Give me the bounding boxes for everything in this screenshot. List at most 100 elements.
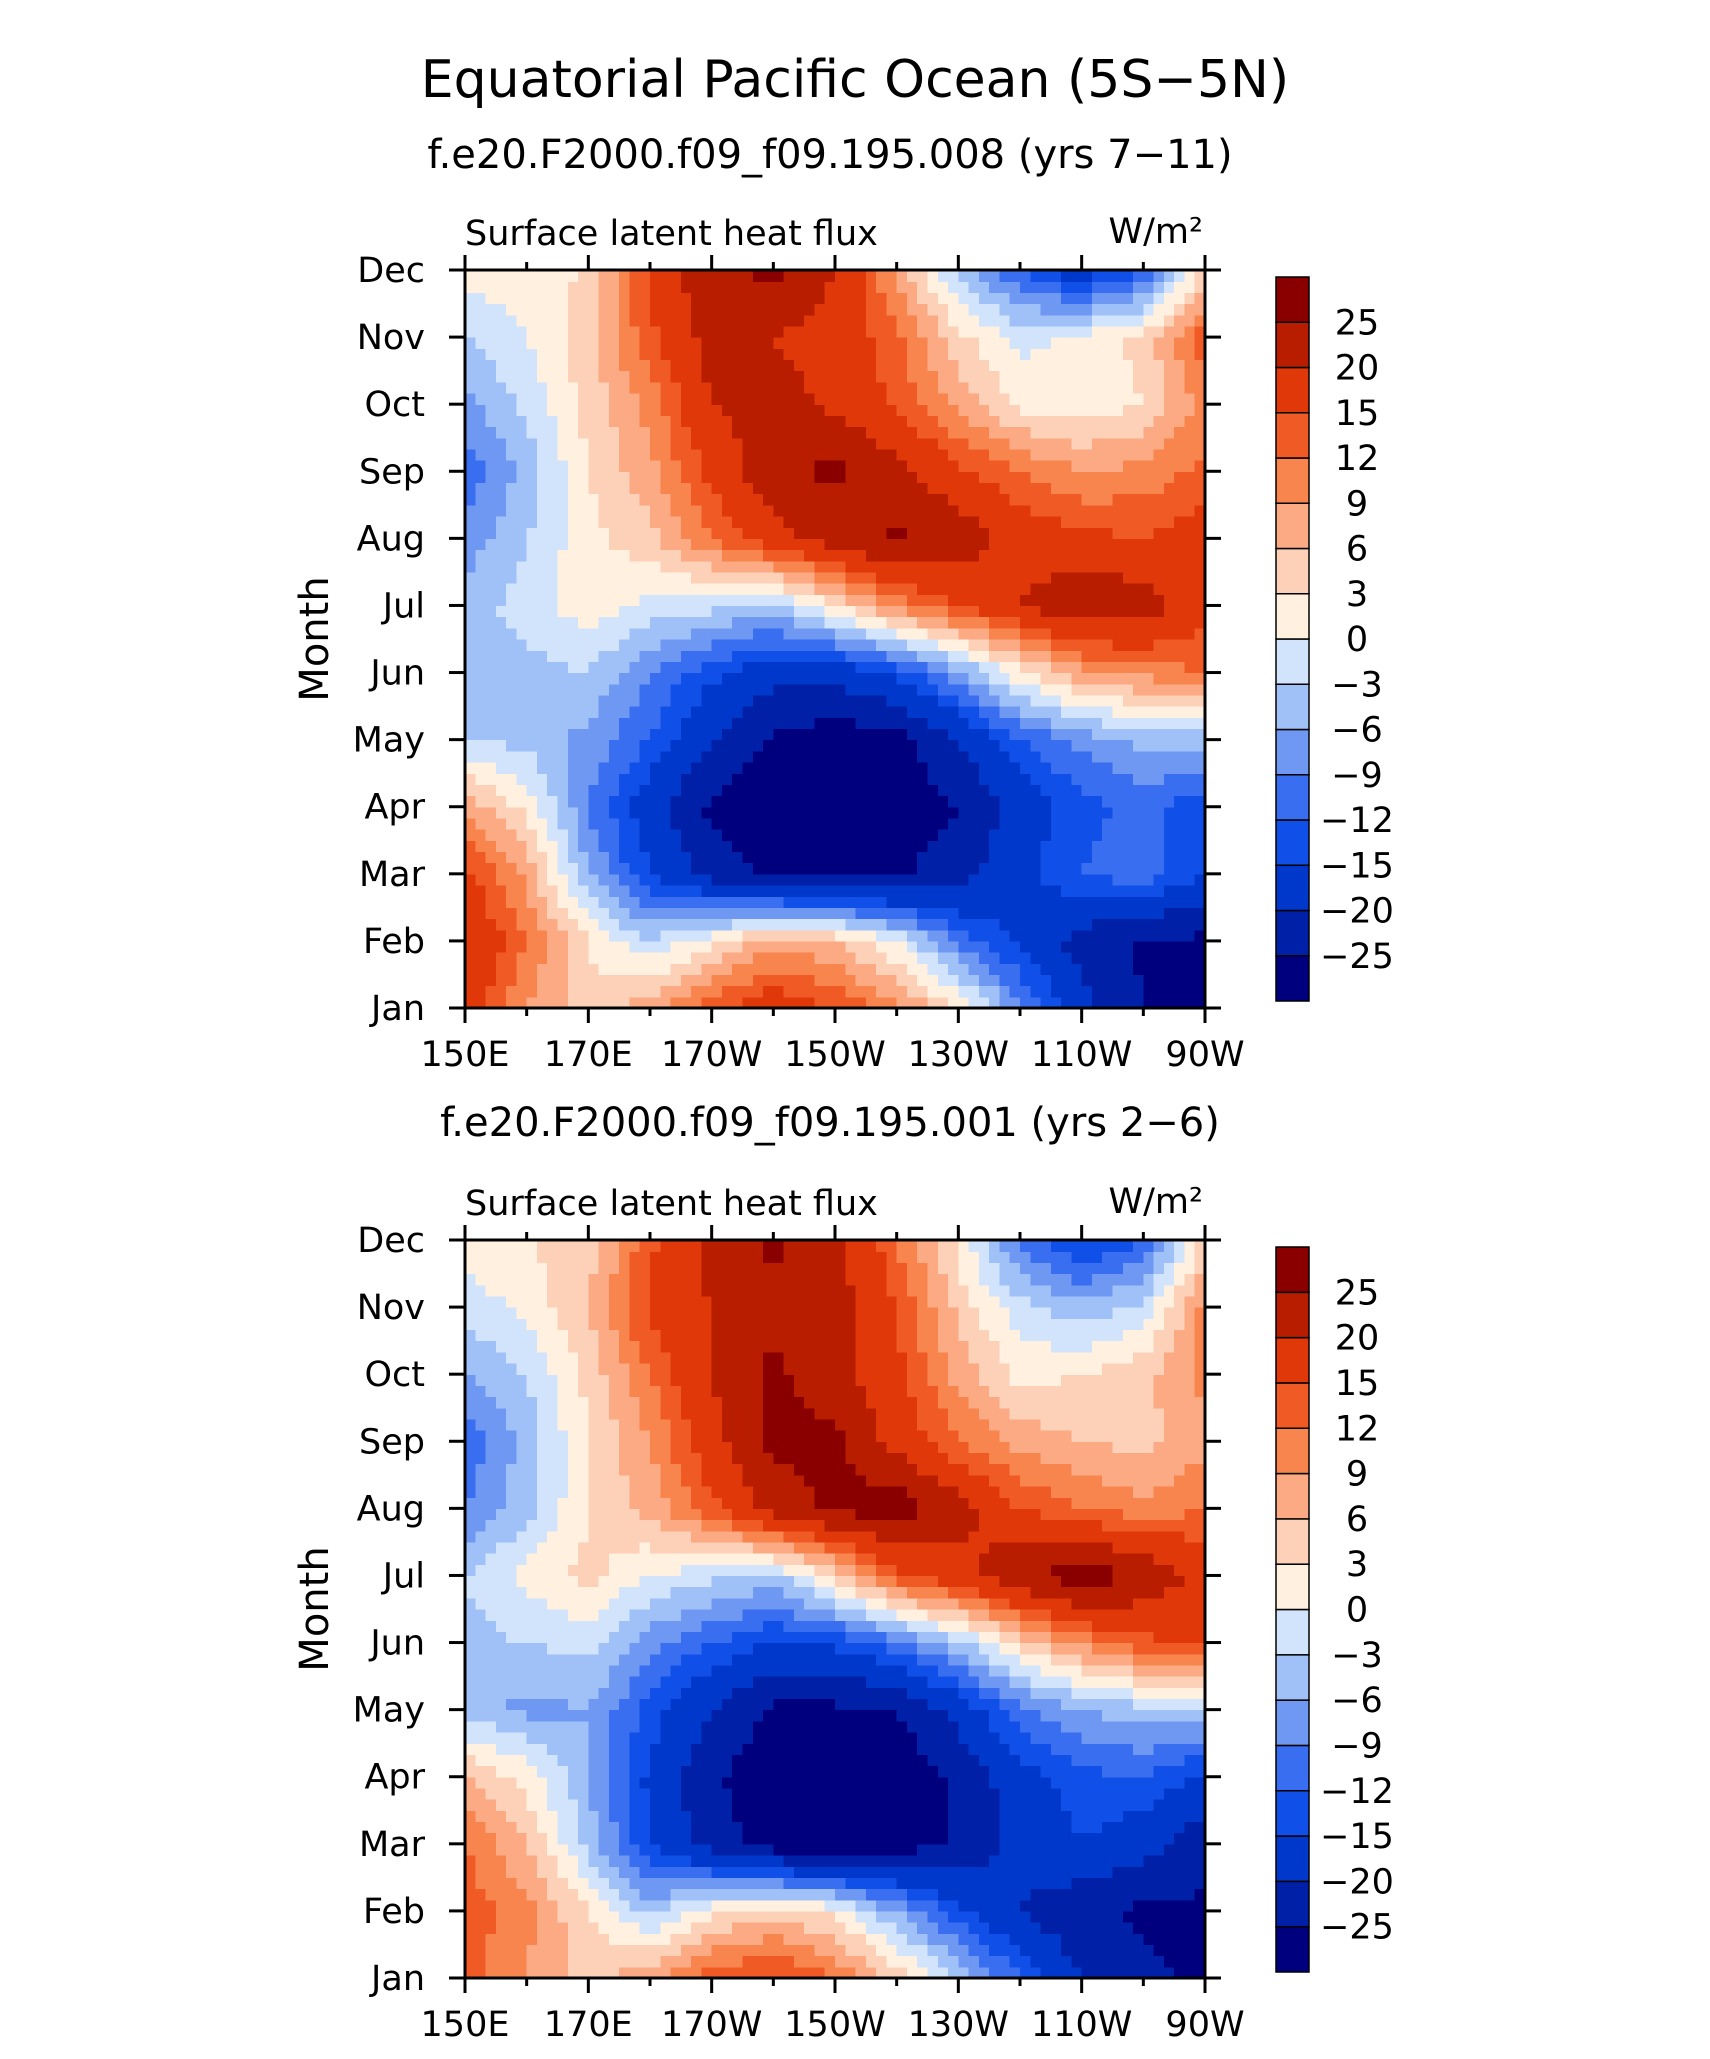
heatmap-cell	[999, 493, 1011, 506]
heatmap-cell	[588, 795, 600, 808]
heatmap-cell	[804, 795, 816, 808]
heatmap-cell	[506, 437, 517, 450]
heatmap-cell	[598, 694, 610, 707]
heatmap-cell	[906, 303, 918, 316]
heatmap-cell	[1163, 952, 1175, 964]
heatmap-cell	[660, 706, 672, 718]
heatmap-cell	[917, 728, 929, 741]
heatmap-cell	[485, 639, 497, 651]
heatmap-cell	[1184, 270, 1196, 282]
heatmap-cell	[639, 750, 651, 763]
heatmap-cell	[855, 605, 867, 618]
heatmap-cell	[1122, 270, 1134, 282]
heatmap-cell	[824, 448, 836, 461]
heatmap-cell	[1009, 627, 1021, 640]
heatmap-cell	[588, 281, 600, 293]
colorbar-label: −9	[1331, 756, 1383, 796]
heatmap-cell	[845, 1955, 857, 1968]
heatmap-cell	[1091, 728, 1103, 741]
heatmap-cell	[1040, 292, 1052, 305]
heatmap-cell	[927, 370, 939, 383]
heatmap-cell	[1091, 281, 1103, 293]
heatmap-cell	[958, 460, 970, 472]
heatmap-cell	[1143, 325, 1155, 338]
heatmap-cell	[557, 516, 569, 528]
heatmap-cell	[691, 639, 702, 651]
heatmap-cell	[783, 538, 795, 551]
heatmap-cell	[1184, 303, 1196, 316]
heatmap-cell	[691, 605, 702, 618]
heatmap-cell	[845, 448, 857, 461]
heatmap-cell	[793, 683, 805, 696]
heatmap-cell	[732, 739, 744, 752]
heatmap-cell	[526, 381, 538, 394]
heatmap-cell	[680, 594, 692, 607]
heatmap-cell	[711, 493, 723, 506]
heatmap-cell	[578, 393, 589, 405]
heatmap-cell	[567, 885, 579, 897]
heatmap-cell	[1194, 437, 1206, 450]
heatmap-cell	[475, 504, 487, 517]
heatmap-cell	[1184, 482, 1196, 495]
heatmap-cell	[650, 270, 661, 282]
heatmap-cell	[824, 840, 836, 853]
heatmap-cell	[1122, 918, 1134, 931]
heatmap-cell	[567, 493, 579, 506]
heatmap-cell	[1009, 996, 1021, 1009]
heatmap-cell	[629, 616, 641, 629]
heatmap-cell	[721, 639, 733, 651]
heatmap-cell	[1050, 627, 1062, 640]
heatmap-cell	[536, 683, 548, 696]
heatmap-cell	[835, 370, 846, 383]
heatmap-cell	[475, 605, 487, 618]
heatmap-cell	[999, 985, 1011, 998]
heatmap-cell	[619, 862, 631, 875]
heatmap-cell	[506, 728, 517, 741]
heatmap-cell	[763, 940, 774, 953]
heatmap-cell	[1133, 493, 1144, 506]
heatmap-cell	[608, 762, 620, 774]
heatmap-cell	[588, 393, 600, 405]
heatmap-cell	[1184, 918, 1196, 931]
heatmap-cell	[619, 896, 631, 908]
heatmap-cell	[588, 460, 600, 472]
heatmap-cell	[1174, 460, 1186, 472]
heatmap-cell	[598, 571, 610, 584]
heatmap-cell	[1009, 270, 1021, 282]
heatmap-cell	[1153, 639, 1165, 651]
heatmap-cell	[783, 381, 795, 394]
heatmap-cell	[1122, 784, 1134, 797]
heatmap-cell	[516, 885, 528, 897]
heatmap-cell	[824, 963, 836, 976]
heatmap-cell	[1081, 359, 1093, 372]
heatmap-cell	[1184, 460, 1196, 472]
heatmap-cell	[1071, 337, 1083, 349]
heatmap-cell	[475, 560, 487, 573]
heatmap-cell	[629, 974, 641, 987]
heatmap-cell	[1081, 482, 1093, 495]
heatmap-cell	[978, 717, 990, 730]
heatmap-cell	[721, 426, 733, 439]
heatmap-cell	[475, 1966, 487, 1979]
heatmap-cell	[917, 829, 929, 841]
heatmap-cell	[814, 426, 826, 439]
heatmap-cell	[680, 795, 692, 808]
heatmap-cell	[1174, 314, 1186, 327]
heatmap-cell	[506, 1955, 517, 1968]
heatmap-cell	[629, 650, 641, 662]
heatmap-cells	[465, 1240, 1206, 1979]
heatmap-cell	[547, 1966, 559, 1979]
heatmap-cell	[578, 728, 589, 741]
heatmap-cell	[711, 650, 723, 662]
heatmap-cell	[680, 762, 692, 774]
heatmap-cell	[804, 549, 816, 562]
heatmap-cell	[845, 918, 857, 931]
heatmap-cell	[598, 918, 610, 931]
heatmap-cell	[1102, 851, 1114, 864]
heatmap-cell	[1050, 862, 1062, 875]
heatmap-cell	[1194, 594, 1206, 607]
heatmap-cell	[1071, 504, 1083, 517]
heatmap-cell	[536, 1966, 548, 1979]
heatmap-cell	[536, 616, 548, 629]
heatmap-cell	[670, 571, 682, 584]
